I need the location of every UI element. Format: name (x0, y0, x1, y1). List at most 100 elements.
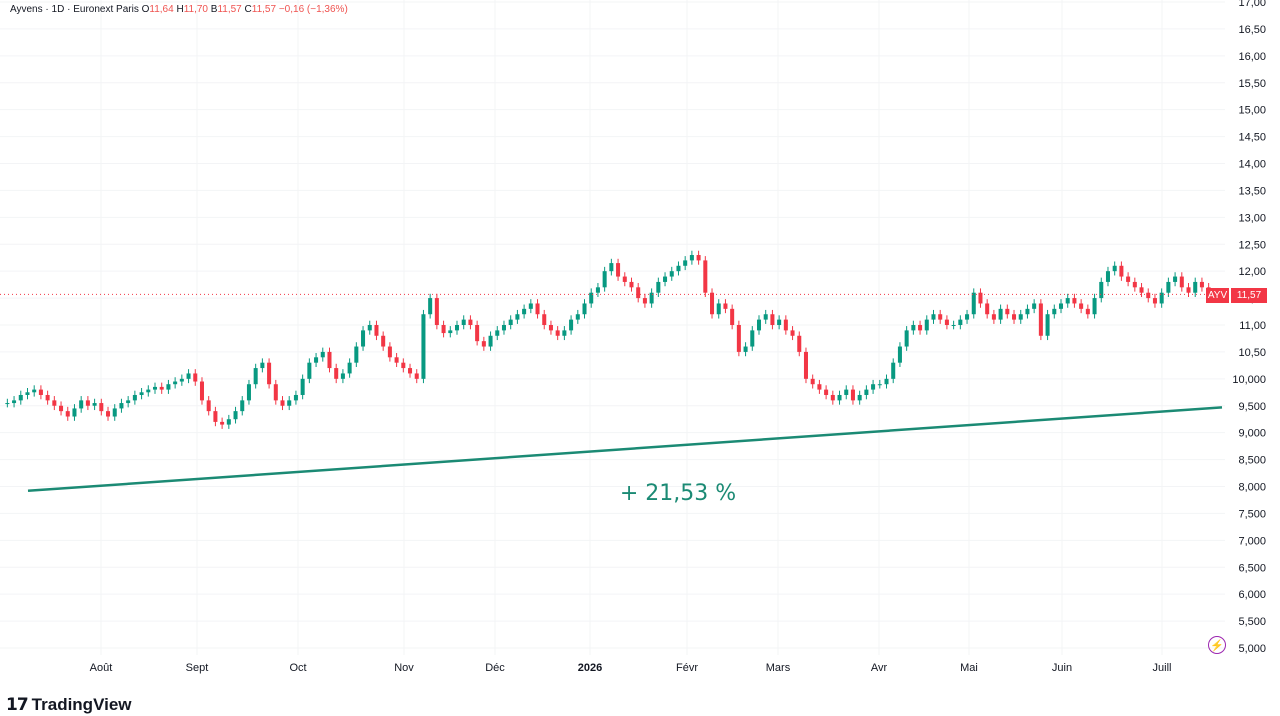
candle (528, 299, 533, 314)
candle (991, 309, 996, 324)
candle (723, 299, 728, 314)
x-tick-label: Sept (186, 662, 209, 674)
candle (756, 315, 762, 335)
candle (1173, 272, 1178, 287)
candle (132, 390, 137, 405)
y-tick-label: 16,00 (1238, 51, 1266, 63)
candle (562, 326, 567, 341)
tv-logo-icon: 17 (6, 695, 29, 715)
candle (501, 320, 506, 335)
candle (5, 398, 10, 408)
candle (958, 315, 963, 330)
candle (891, 358, 896, 384)
exchange: Euronext Paris (73, 4, 139, 15)
candle (166, 379, 171, 394)
open-value: 11,64 (149, 4, 174, 15)
last-price-tag: 11,57 (1231, 288, 1267, 303)
separator: · (67, 4, 71, 15)
candle (824, 385, 829, 400)
candle (179, 374, 184, 386)
y-tick-label: 5,500 (1238, 616, 1266, 628)
candle (676, 261, 681, 276)
candle (267, 358, 272, 389)
candle (52, 396, 57, 411)
candle (45, 390, 50, 405)
candle (1193, 277, 1198, 298)
candle (622, 272, 627, 287)
candle (663, 272, 668, 287)
candle (448, 326, 453, 338)
ticker-tag: AYV (1206, 288, 1229, 303)
x-tick-label: Mars (766, 662, 791, 674)
candle (656, 277, 661, 298)
y-tick-label: 16,50 (1238, 24, 1266, 36)
candle (595, 283, 600, 298)
candle (602, 266, 607, 292)
candle (173, 377, 178, 389)
candle (246, 379, 251, 405)
y-tick-label: 15,00 (1238, 105, 1266, 117)
candle (159, 382, 164, 394)
candle (1199, 277, 1204, 292)
candle (300, 374, 305, 400)
candle (616, 258, 621, 281)
candle (730, 304, 735, 330)
candle (1139, 283, 1144, 298)
candle (327, 347, 332, 373)
candle (12, 396, 17, 408)
candle (777, 315, 782, 330)
candle (307, 358, 312, 384)
candle (1146, 288, 1151, 303)
candle (226, 414, 231, 429)
candle (938, 309, 943, 324)
candle (897, 342, 902, 367)
candle (287, 396, 292, 411)
candle (273, 379, 278, 405)
candle (569, 315, 574, 335)
lightning-icon[interactable]: ⚡ (1208, 636, 1226, 654)
candle (548, 320, 553, 335)
candle (1112, 261, 1117, 276)
candle (253, 363, 258, 389)
candle (18, 390, 23, 405)
candle (495, 326, 500, 341)
y-tick-label: 12,50 (1238, 239, 1266, 251)
candle (79, 396, 84, 413)
y-tick-label: 13,00 (1238, 212, 1266, 224)
trendline (27, 406, 1223, 493)
candle (280, 396, 285, 411)
candle (152, 382, 158, 394)
candle (320, 347, 325, 362)
y-tick-label: 8,500 (1238, 455, 1266, 467)
candle (797, 331, 802, 357)
symbol-header[interactable]: Ayvens · 1D · Euronext Paris O11,64 H11,… (10, 4, 348, 15)
candle (629, 277, 634, 292)
candle (1065, 293, 1070, 308)
candle (965, 309, 970, 324)
candle (636, 283, 641, 303)
candle (199, 377, 204, 405)
candle (193, 369, 198, 386)
candle (810, 374, 815, 389)
x-tick-label: Févr (676, 662, 698, 674)
candle (555, 326, 560, 341)
y-tick-label: 6,500 (1238, 562, 1266, 574)
candle (374, 320, 379, 341)
candle (864, 385, 869, 400)
candle (146, 385, 151, 397)
candle (475, 320, 480, 346)
candle (1152, 293, 1157, 308)
candle (387, 342, 392, 362)
candle (1132, 277, 1137, 292)
candle (1099, 277, 1104, 303)
candle (454, 320, 460, 335)
candle (998, 304, 1003, 324)
candle (803, 347, 808, 384)
candle (535, 299, 540, 319)
tradingview-logo[interactable]: 17 TradingView (6, 694, 132, 716)
candle (1085, 304, 1090, 319)
candle (139, 387, 144, 400)
close-label: C (244, 4, 252, 15)
high-value: 11,70 (183, 4, 208, 15)
